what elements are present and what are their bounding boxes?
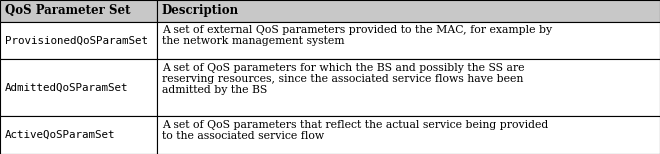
Bar xyxy=(0,59,157,116)
Bar xyxy=(157,116,660,154)
Text: the network management system: the network management system xyxy=(162,36,345,46)
Text: QoS Parameter Set: QoS Parameter Set xyxy=(5,4,130,17)
Text: A set of QoS parameters for which the BS and possibly the SS are: A set of QoS parameters for which the BS… xyxy=(162,63,524,73)
Text: ActiveQoSParamSet: ActiveQoSParamSet xyxy=(5,130,115,140)
Bar xyxy=(157,0,660,22)
Bar xyxy=(157,22,660,59)
Text: A set of external QoS parameters provided to the MAC, for example by: A set of external QoS parameters provide… xyxy=(162,25,552,35)
Text: ProvisionedQoSParamSet: ProvisionedQoSParamSet xyxy=(5,35,148,45)
Text: reserving resources, since the associated service flows have been: reserving resources, since the associate… xyxy=(162,74,523,84)
Text: Description: Description xyxy=(162,4,239,17)
Text: AdmittedQoSParamSet: AdmittedQoSParamSet xyxy=(5,83,128,93)
Text: admitted by the BS: admitted by the BS xyxy=(162,85,267,95)
Bar xyxy=(157,59,660,116)
Bar xyxy=(0,0,157,22)
Text: A set of QoS parameters that reflect the actual service being provided: A set of QoS parameters that reflect the… xyxy=(162,120,548,130)
Bar xyxy=(0,116,157,154)
Bar xyxy=(0,22,157,59)
Text: to the associated service flow: to the associated service flow xyxy=(162,131,324,141)
